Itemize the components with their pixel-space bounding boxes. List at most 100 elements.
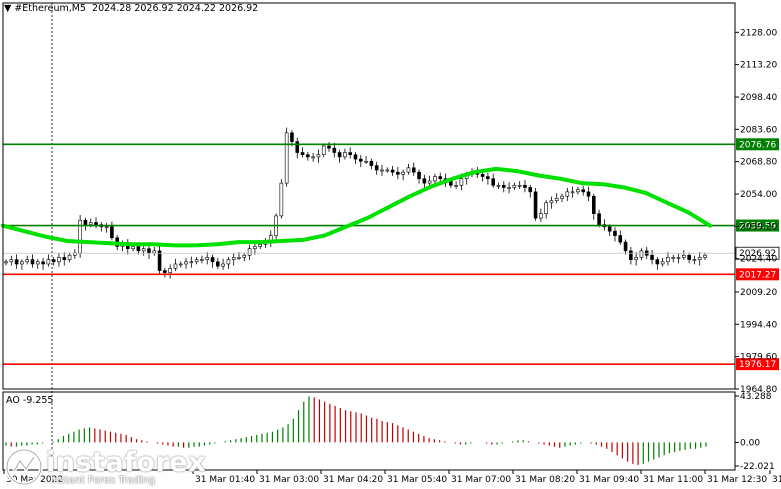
x-tick-label: 31 Mar 12:30 xyxy=(707,475,767,485)
main-frame xyxy=(2,2,736,390)
candle-body xyxy=(343,152,347,158)
candle-body xyxy=(316,154,321,158)
candle-body xyxy=(237,257,241,259)
candle-body xyxy=(385,169,390,172)
candle-body xyxy=(110,226,114,239)
candle-body xyxy=(300,152,305,155)
candle-body xyxy=(189,261,194,264)
current-price-tag xyxy=(735,246,780,260)
candle-body xyxy=(194,259,199,263)
candle-body xyxy=(353,154,358,160)
candle-body xyxy=(279,182,284,217)
candles xyxy=(4,127,707,279)
y-tick-label: 2083.60 xyxy=(740,125,777,135)
candle-body xyxy=(168,268,172,274)
candle-body xyxy=(486,176,490,180)
candle-body xyxy=(591,195,596,215)
candle-body xyxy=(660,261,665,265)
ma-line xyxy=(1,166,712,248)
candle-body xyxy=(348,152,353,155)
y-tick-label: 2009.20 xyxy=(740,288,777,298)
candle-body xyxy=(544,202,548,215)
candle-body xyxy=(549,200,554,204)
candle-body xyxy=(523,184,527,188)
candle-body xyxy=(337,152,342,158)
candle-body xyxy=(88,222,93,225)
y-tick-label: 1979.60 xyxy=(740,353,777,363)
candle-body xyxy=(533,191,538,219)
candle-body xyxy=(512,184,517,188)
y-tick-label: 2098.40 xyxy=(740,93,777,103)
dropdown-arrow-icon[interactable]: ▼ xyxy=(4,3,12,14)
candle-body xyxy=(321,145,326,155)
candle-body xyxy=(422,178,427,184)
candle-body xyxy=(163,270,167,274)
x-tick-label: 31 Mar 01:40 xyxy=(195,475,255,485)
candle-body xyxy=(258,244,262,247)
level-tag xyxy=(736,358,779,371)
candle-body xyxy=(173,263,178,269)
level-tag-label: 2017.27 xyxy=(739,270,776,280)
candle-body xyxy=(401,171,405,175)
candle-body xyxy=(152,250,157,254)
candle-body xyxy=(576,189,580,193)
x-tick-label: 31 Mar 05:40 xyxy=(387,475,447,485)
candle-body xyxy=(30,259,35,265)
candle-body xyxy=(104,226,109,229)
candle-body xyxy=(327,145,331,149)
candle-body xyxy=(650,254,654,260)
candle-body xyxy=(528,187,533,193)
candle-body xyxy=(417,171,421,180)
candle-body xyxy=(560,195,564,199)
x-tick-label: 31 Mar 04:20 xyxy=(323,475,383,485)
candle-body xyxy=(539,213,543,219)
ao-y-tick-label: -22.021 xyxy=(740,462,775,472)
candle-body xyxy=(570,191,575,194)
candle-body xyxy=(517,184,522,187)
candle-body xyxy=(459,178,464,186)
candle-body xyxy=(491,178,495,186)
candle-body xyxy=(554,198,559,201)
candle-body xyxy=(629,250,633,260)
y-tick-label: 2068.80 xyxy=(740,158,777,168)
candle-body xyxy=(438,176,443,180)
ao-frame xyxy=(2,391,736,471)
candle-body xyxy=(406,167,411,173)
candle-body xyxy=(57,257,61,263)
x-tick-label: 31 Mar 03:00 xyxy=(259,475,319,485)
candle-body xyxy=(136,246,141,252)
y-tick-label: 2113.20 xyxy=(740,61,777,71)
candle-body xyxy=(501,184,506,188)
candle-body xyxy=(364,160,368,163)
candle-body xyxy=(496,184,501,187)
watermark-tagline: Instant Forex Trading xyxy=(50,475,156,486)
candle-body xyxy=(157,250,162,271)
candle-body xyxy=(581,189,586,193)
y-tick-label: 2024.40 xyxy=(740,255,777,265)
candle-body xyxy=(703,254,707,258)
level-tag-label: 2039.59 xyxy=(739,222,776,232)
candle-body xyxy=(618,235,623,243)
candle-body xyxy=(51,259,56,263)
candle-body xyxy=(433,176,437,182)
candle-body xyxy=(20,261,24,265)
candle-body xyxy=(639,250,644,258)
level-tag xyxy=(736,138,779,151)
candle-body xyxy=(67,254,72,260)
candle-body xyxy=(480,174,485,177)
x-tick-label: 31 Mar 13:50 xyxy=(772,475,781,485)
symbol-title: #Ethereum,M5 xyxy=(14,3,86,14)
candle-body xyxy=(454,184,458,187)
level-lines: 2076.76 2039.59 2017.27 1976.17 2026.92 xyxy=(3,138,780,371)
candle-body xyxy=(216,261,220,267)
candle-body xyxy=(290,132,294,142)
candle-body xyxy=(131,246,135,249)
candle-body xyxy=(390,169,395,173)
chart-header: ▼ #Ethereum,M5 2024.28 2026.92 2024.22 2… xyxy=(4,3,258,14)
candle-body xyxy=(247,248,252,256)
level-tag xyxy=(736,268,779,281)
candle-body xyxy=(311,156,315,159)
candle-body xyxy=(332,147,337,153)
candle-body xyxy=(41,261,45,265)
